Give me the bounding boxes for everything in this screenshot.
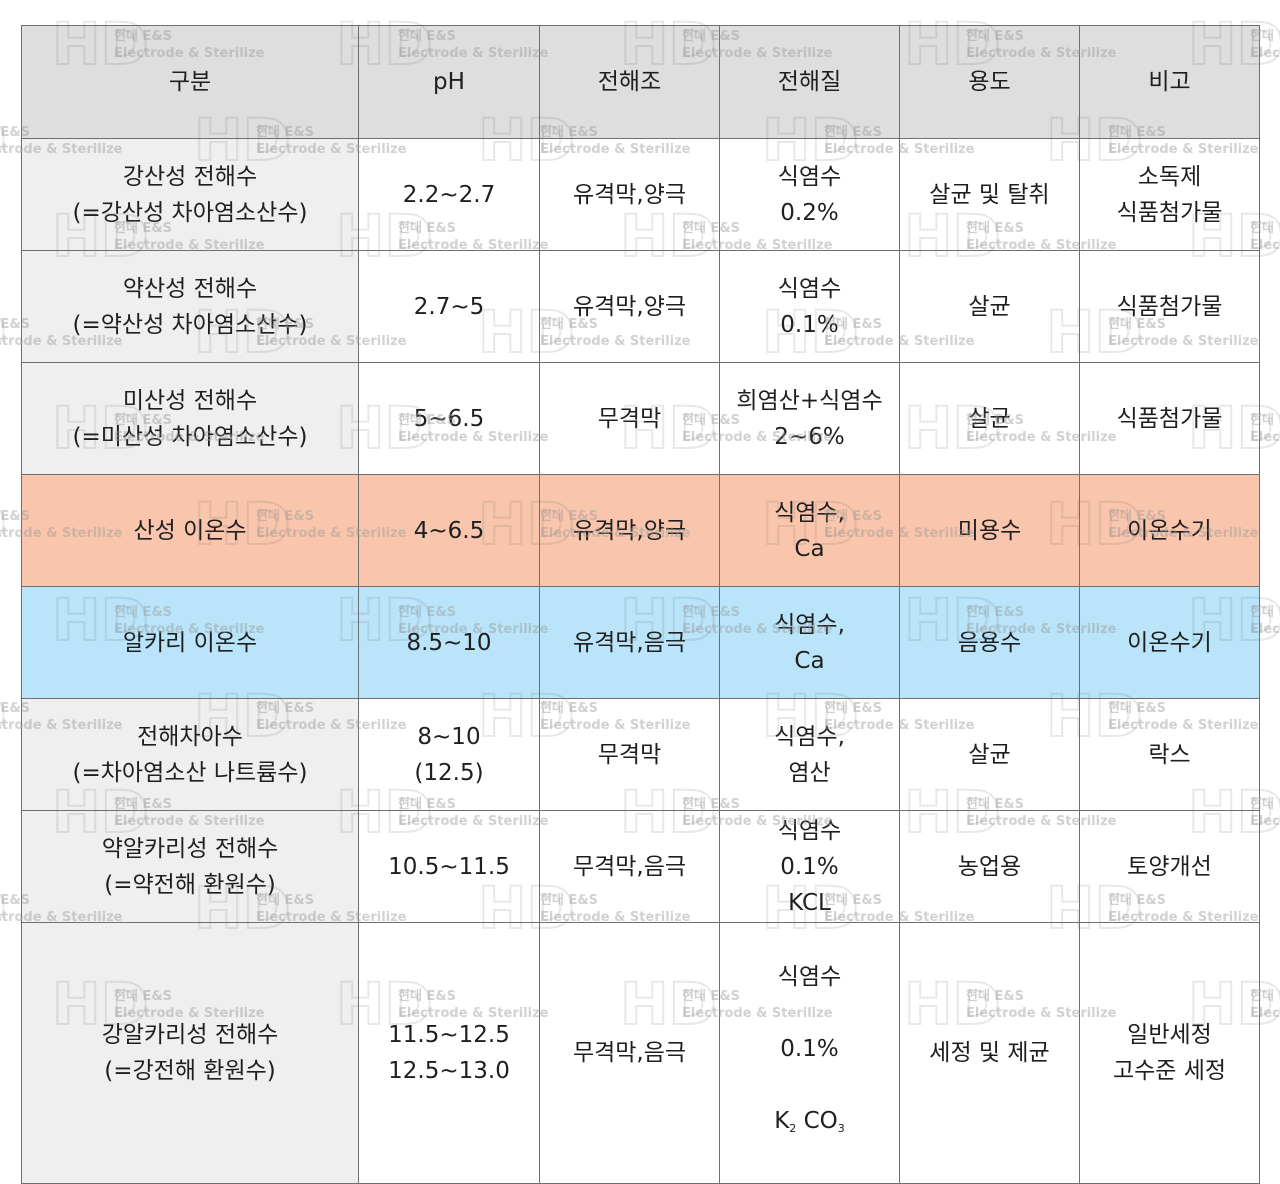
row-ph: 2.2~2.7 — [358, 138, 540, 251]
table-row: 약알카리성 전해수 (=약전해 환원수) 10.5~11.5 무격막,음극 식염… — [21, 810, 1260, 923]
header-row: 구분 pH 전해조 전해질 용도 비고 — [21, 25, 1260, 139]
table-row: 전해차아수 (=차아염소산 나트륨수) 8~10 (12.5) 무격막 식염수,… — [21, 698, 1260, 811]
svg-text:HD: HD — [0, 106, 7, 174]
svg-text:HD: HD — [0, 298, 7, 366]
row-cell: 유격막,양극 — [539, 138, 720, 251]
row-electrolyte: 식염수, Ca — [719, 586, 900, 699]
row-electrolyte: 식염수 0.2% — [719, 138, 900, 251]
row-cell: 무격막 — [539, 698, 720, 811]
row-cell: 유격막,양극 — [539, 250, 720, 363]
row-cell: 유격막,음극 — [539, 586, 720, 699]
row-use: 살균 — [899, 362, 1080, 475]
row-use: 살균 — [899, 698, 1080, 811]
row-electrolyte: 식염수 0.1% KCL — [719, 810, 900, 923]
row-note: 소독제 식품첨가물 — [1079, 138, 1260, 251]
row-type: 전해차아수 (=차아염소산 나트륨수) — [21, 698, 359, 811]
row-note: 이온수기 — [1079, 474, 1260, 587]
row-ph: 11.5~12.5 12.5~13.0 — [358, 922, 540, 1184]
header-electrolyte: 전해질 — [719, 25, 900, 139]
row-note: 식품첨가물 — [1079, 250, 1260, 363]
row-note: 일반세정 고수준 세정 — [1079, 922, 1260, 1184]
formula-k-subscript: 2 — [789, 1122, 797, 1135]
formula-co-subscript: 3 — [837, 1122, 845, 1135]
row-ph: 4~6.5 — [358, 474, 540, 587]
row-ph: 10.5~11.5 — [358, 810, 540, 923]
electrolyzed-water-table: 구분 pH 전해조 전해질 용도 비고 강산성 전해수 (=강산성 차아염소산수… — [21, 25, 1260, 1184]
table-row-alkali-ion: 알카리 이온수 8.5~10 유격막,음극 식염수, Ca 음용수 이온수기 — [21, 586, 1260, 699]
row-electrolyte: 식염수, Ca — [719, 474, 900, 587]
row-ph: 5~6.5 — [358, 362, 540, 475]
row-note: 토양개선 — [1079, 810, 1260, 923]
header-note: 비고 — [1079, 25, 1260, 139]
row-electrolyte: 식염수, 염산 — [719, 698, 900, 811]
table-row: 미산성 전해수 (=미산성 차아염소산수) 5~6.5 무격막 희염산+식염수 … — [21, 362, 1260, 475]
electrolyte-formula: K2 CO3 — [724, 1103, 895, 1147]
svg-text:HD: HD — [0, 874, 7, 942]
row-ph: 8.5~10 — [358, 586, 540, 699]
table-row: 강산성 전해수 (=강산성 차아염소산수) 2.2~2.7 유격막,양극 식염수… — [21, 138, 1260, 251]
row-electrolyte: 식염수 0.1% — [719, 250, 900, 363]
row-type: 강산성 전해수 (=강산성 차아염소산수) — [21, 138, 359, 251]
svg-text:HD: HD — [0, 490, 7, 558]
row-cell: 무격막,음극 — [539, 922, 720, 1184]
svg-text:HD: HD — [0, 682, 7, 750]
row-use: 살균 — [899, 250, 1080, 363]
row-cell: 무격막,음극 — [539, 810, 720, 923]
row-type: 약알카리성 전해수 (=약전해 환원수) — [21, 810, 359, 923]
row-ph: 8~10 (12.5) — [358, 698, 540, 811]
row-electrolyte: 희염산+식염수 2~6% — [719, 362, 900, 475]
electrolyte-line: 식염수 — [777, 964, 842, 990]
table-row-acid-ion: 산성 이온수 4~6.5 유격막,양극 식염수, Ca 미용수 이온수기 — [21, 474, 1260, 587]
row-note: 식품첨가물 — [1079, 362, 1260, 475]
row-type: 미산성 전해수 (=미산성 차아염소산수) — [21, 362, 359, 475]
row-type: 알카리 이온수 — [21, 586, 359, 699]
header-use: 용도 — [899, 25, 1080, 139]
table-row: 강알카리성 전해수 (=강전해 환원수) 11.5~12.5 12.5~13.0… — [21, 922, 1260, 1184]
row-electrolyte: 식염수 0.1% K2 CO3 — [719, 922, 900, 1184]
row-note: 락스 — [1079, 698, 1260, 811]
row-cell: 무격막 — [539, 362, 720, 475]
row-use: 살균 및 탈취 — [899, 138, 1080, 251]
row-use: 미용수 — [899, 474, 1080, 587]
row-use: 음용수 — [899, 586, 1080, 699]
row-type: 강알카리성 전해수 (=강전해 환원수) — [21, 922, 359, 1184]
header-ph: pH — [358, 25, 540, 139]
header-cell: 전해조 — [539, 25, 720, 139]
header-type: 구분 — [21, 25, 359, 139]
formula-k: K — [774, 1108, 790, 1134]
row-ph: 2.7~5 — [358, 250, 540, 363]
row-note: 이온수기 — [1079, 586, 1260, 699]
electrolyte-line: 0.1% — [780, 1036, 839, 1062]
row-cell: 유격막,양극 — [539, 474, 720, 587]
table-row: 약산성 전해수 (=약산성 차아염소산수) 2.7~5 유격막,양극 식염수 0… — [21, 250, 1260, 363]
row-type: 산성 이온수 — [21, 474, 359, 587]
row-type: 약산성 전해수 (=약산성 차아염소산수) — [21, 250, 359, 363]
row-use: 농업용 — [899, 810, 1080, 923]
row-use: 세정 및 제균 — [899, 922, 1080, 1184]
formula-co: CO — [803, 1108, 838, 1134]
